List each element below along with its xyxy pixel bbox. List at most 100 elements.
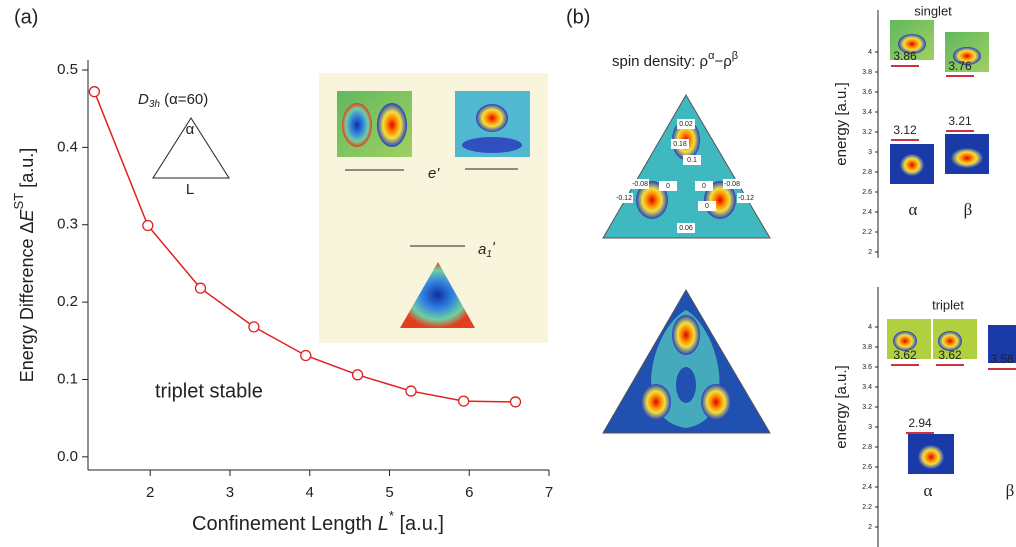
y-tick-label: 3: [868, 149, 872, 156]
x-tick-label: 5: [385, 484, 393, 501]
spin-density-map: [641, 384, 671, 420]
y-tick-label: 2.8: [862, 169, 872, 176]
irrep-label: a: [478, 241, 486, 258]
y-tick-label: 2.6: [862, 464, 872, 471]
y-tick-label: 3.6: [862, 89, 872, 96]
spin-label: 0: [702, 183, 706, 190]
orbital-image: [900, 154, 924, 176]
y-tick-label: 0.1: [57, 370, 78, 387]
y-tick-label: 2.2: [862, 229, 872, 236]
y-axis-title: energy [a.u.]: [833, 365, 850, 448]
y-tick-label: 2.8: [862, 444, 872, 451]
orbital-image: [342, 103, 372, 147]
orbital-image: [476, 104, 508, 132]
spin-label: -0.08: [632, 181, 648, 188]
y-tick-label: 0.2: [57, 293, 78, 310]
column-label: β: [1006, 481, 1015, 500]
column-label: α: [924, 481, 933, 500]
y-axis-title: Energy Difference ΔEST [a.u.]: [11, 148, 36, 382]
data-point: [301, 350, 311, 360]
x-axis-title: L: [378, 513, 389, 535]
spin-label: -0.12: [738, 195, 754, 202]
spin-label: 0.02: [679, 121, 693, 128]
panel-title: spin density: ρ: [612, 53, 708, 70]
y-axis-title: Energy Difference Δ: [17, 221, 37, 382]
data-point: [195, 283, 205, 293]
y-tick-label: 2: [868, 524, 872, 531]
angle-label: α: [186, 121, 195, 138]
y-tick-label: 2.6: [862, 189, 872, 196]
y-tick-label: 2: [868, 249, 872, 256]
level-title: triplet: [932, 297, 964, 312]
y-tick-label: 2.4: [862, 209, 872, 216]
spin-label: 0.18: [673, 141, 687, 148]
y-axis-title: energy [a.u.]: [833, 82, 850, 165]
y-tick-label: 3: [868, 424, 872, 431]
spin-label: -0.08: [724, 181, 740, 188]
panel-title: β: [732, 50, 738, 62]
irrep-label: e': [428, 165, 440, 182]
level-title: singlet: [914, 3, 952, 18]
orbital-image: [951, 148, 983, 168]
spin-label: 0: [666, 183, 670, 190]
y-tick-label: 0.4: [57, 138, 78, 155]
y-tick-label: 3.4: [862, 109, 872, 116]
side-label: L: [186, 181, 194, 198]
level-label: 2.94: [908, 416, 932, 430]
spin-label: 0: [705, 203, 709, 210]
x-axis-title: Confinement Length: [192, 513, 378, 535]
orbital-image: [918, 445, 944, 469]
level-label: 3.62: [938, 348, 962, 362]
spin-label: 0.1: [687, 157, 697, 164]
data-point: [511, 397, 521, 407]
panel-title: spin density: ρα−ρβ: [612, 50, 738, 70]
panel-label: (b): [566, 6, 590, 28]
y-tick-label: 4: [868, 49, 872, 56]
data-point: [89, 87, 99, 97]
spin-label: -0.12: [616, 195, 632, 202]
column-label: β: [964, 200, 973, 219]
x-tick-label: 7: [545, 484, 553, 501]
symmetry-label: D: [138, 91, 149, 108]
note: triplet stable: [155, 380, 263, 402]
y-tick-label: 0.3: [57, 216, 78, 233]
orbital-image: [377, 103, 407, 147]
panel-title: −ρ: [714, 53, 731, 70]
y-tick-label: 3.4: [862, 384, 872, 391]
level-label: 3.76: [948, 59, 972, 73]
x-tick-label: 6: [465, 484, 473, 501]
y-tick-label: 3.2: [862, 404, 872, 411]
spin-density-map: [701, 384, 731, 420]
spin-density-map: [676, 367, 696, 403]
level-label: 3.21: [948, 114, 972, 128]
symmetry-label: (α=60): [160, 91, 208, 108]
orbital-image: [462, 137, 522, 153]
x-axis-title: [a.u.]: [394, 513, 444, 535]
y-tick-label: 2.2: [862, 504, 872, 511]
spin-label: 0.06: [679, 225, 693, 232]
y-tick-label: 3.8: [862, 344, 872, 351]
spin-density-map: [603, 95, 770, 238]
y-tick-label: 3.2: [862, 129, 872, 136]
x-tick-label: 3: [226, 484, 234, 501]
spin-density-map: [672, 315, 700, 355]
y-tick-label: 4: [868, 324, 872, 331]
level-label: 3.62: [893, 348, 917, 362]
x-axis-title: Confinement Length L* [a.u.]: [192, 508, 444, 535]
data-point: [406, 386, 416, 396]
x-tick-label: 4: [306, 484, 314, 501]
data-point: [459, 396, 469, 406]
level-label: 3.12: [893, 123, 917, 137]
level-label: 3.86: [893, 49, 917, 63]
y-tick-label: 0.0: [57, 448, 78, 465]
level-label: 3.58: [990, 352, 1014, 366]
symmetry-label: 3h: [149, 99, 161, 110]
y-axis-title: ST: [11, 193, 26, 210]
y-tick-label: 2.4: [862, 484, 872, 491]
data-point: [353, 370, 363, 380]
y-tick-label: 3.8: [862, 69, 872, 76]
y-tick-label: 0.5: [57, 61, 78, 78]
data-point: [143, 221, 153, 231]
column-label: α: [909, 200, 918, 219]
figure: (a) D3h (α=60) α L triplet stable e' a1'…: [0, 0, 1016, 547]
